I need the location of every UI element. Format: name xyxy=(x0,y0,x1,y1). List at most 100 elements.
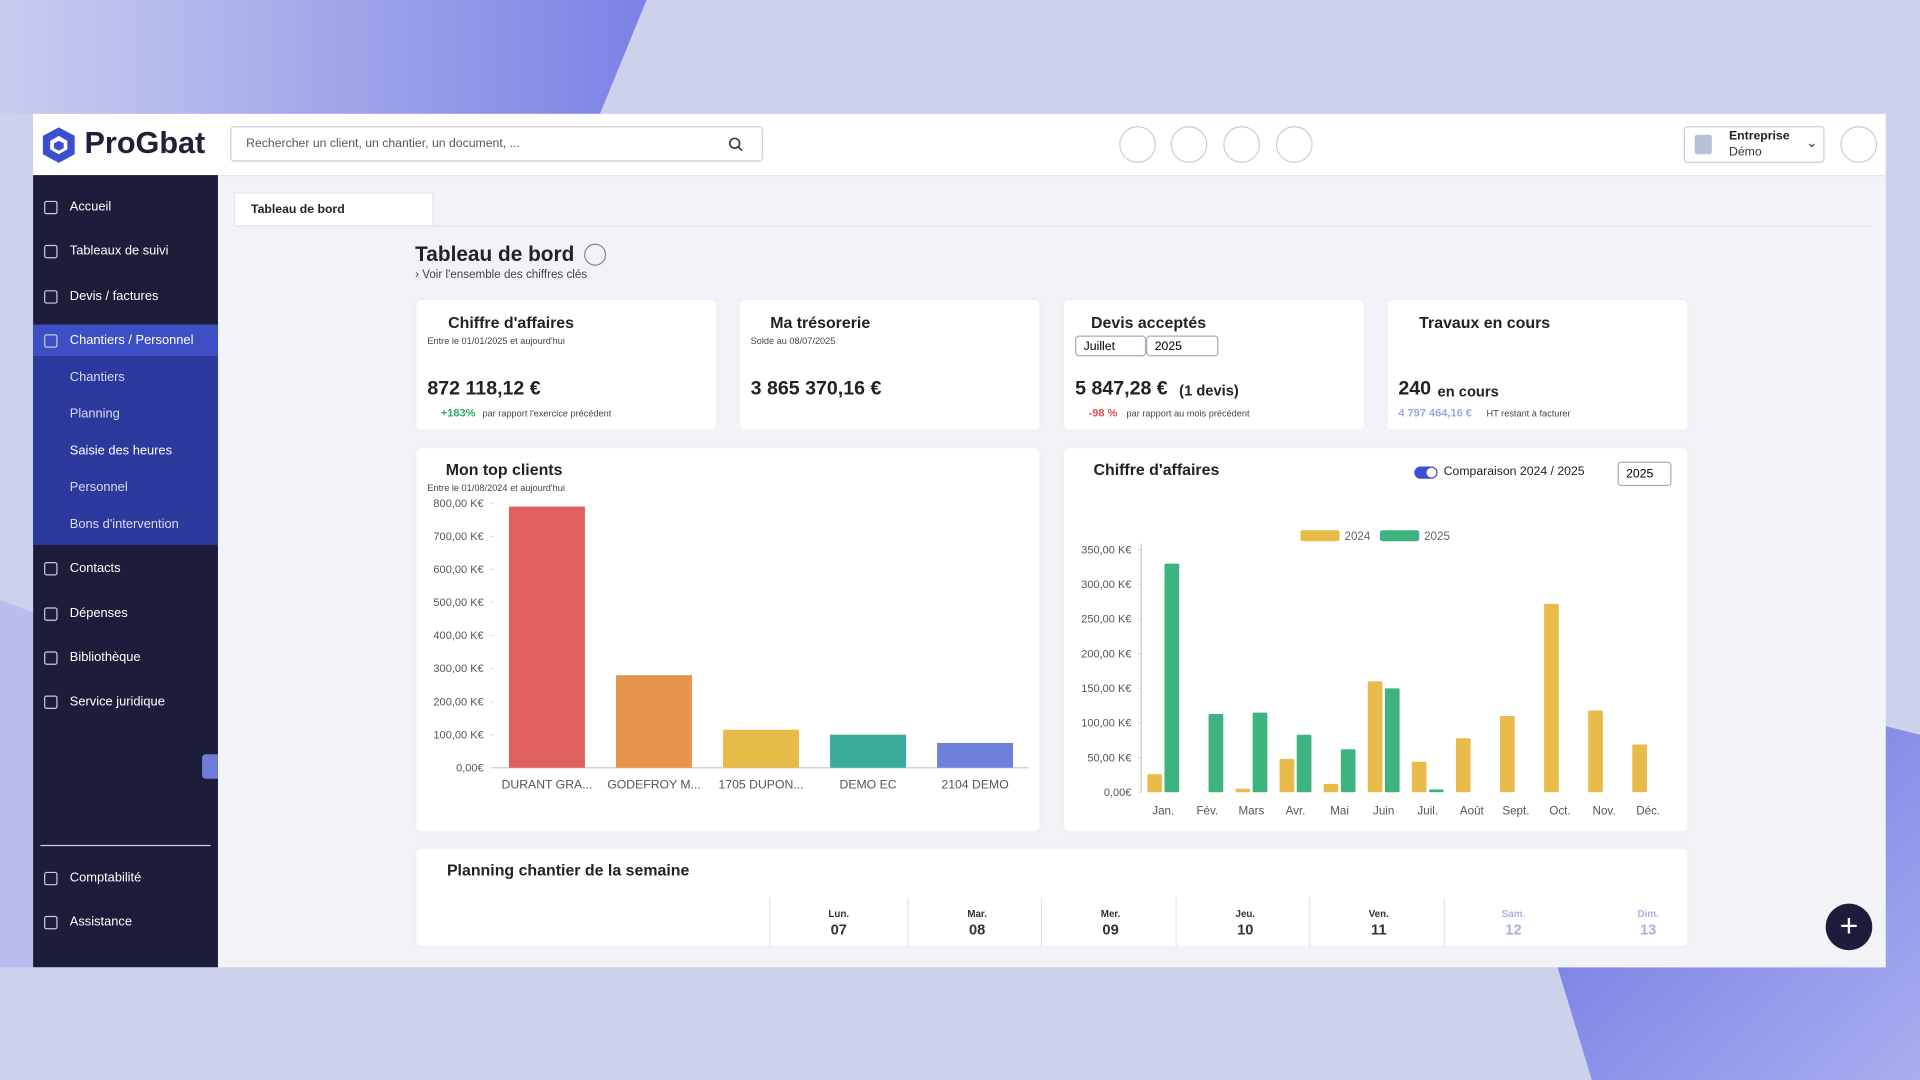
chart: 0,00€ 50,00 K€ 100,00 K€ 150,00 K€ 200,00 K€… xyxy=(1081,530,1660,817)
x-tick-label: Août xyxy=(1460,804,1485,817)
y-tick-label: 300,00 K€ xyxy=(433,663,483,675)
label: Dépenses xyxy=(69,606,128,621)
nav-item[interactable]: Bibliothèque xyxy=(33,642,218,674)
collapse-button[interactable] xyxy=(202,754,218,779)
day-divider xyxy=(1443,897,1445,947)
sub-item[interactable]: Chantiers xyxy=(33,361,218,393)
y-tick-label: 800,00 K€ xyxy=(433,498,483,510)
x-tick-label: Oct. xyxy=(1549,804,1570,817)
nav-item[interactable]: Comptabilité xyxy=(33,862,218,894)
planning-card: Planning chantier de la semaine Lun. 07 Ma… xyxy=(416,848,1688,947)
y-tick-label: 400,00 K€ xyxy=(433,630,483,642)
toggle-label: Comparaison 2024 / 2025 xyxy=(1443,465,1585,479)
search-box[interactable]: Rechercher un client, un chantier, un do… xyxy=(230,126,763,162)
add-button[interactable]: + xyxy=(1825,903,1873,951)
x-tick-label: Juil. xyxy=(1417,804,1438,817)
x-tick-label: Jan. xyxy=(1152,804,1174,817)
kpi-value-text: en cours xyxy=(1437,383,1499,401)
bar xyxy=(830,734,907,768)
kpi-change: -98 % xyxy=(1088,406,1118,419)
logo-icon xyxy=(42,127,75,163)
label: Comptabilité xyxy=(69,870,142,886)
bar xyxy=(1367,681,1383,793)
nav-item[interactable]: Contacts xyxy=(33,552,218,584)
y-tick-label: 250,00 K€ xyxy=(1081,614,1131,626)
bar xyxy=(1500,716,1515,793)
x-tick-label: Avr. xyxy=(1286,804,1306,817)
app-window: ProGbat Rechercher un client, un chantie… xyxy=(33,113,1886,968)
header-button[interactable] xyxy=(1170,126,1208,163)
bar xyxy=(1147,774,1163,793)
day-date: 09 xyxy=(1102,920,1119,938)
company-select[interactable]: Entreprise Démo ⌄ xyxy=(1683,126,1825,163)
logo-text: ProGbat xyxy=(84,126,206,161)
day-day: Sam. xyxy=(1501,908,1526,920)
chart-title: Chiffre d'affaires xyxy=(1093,460,1220,479)
bar xyxy=(1411,761,1427,793)
y-tick-label: 500,00 K€ xyxy=(433,597,483,609)
company-sub: Démo xyxy=(1728,145,1762,160)
kpi-change-text: par rapport l'exercice précédent xyxy=(482,407,612,419)
label: Juillet xyxy=(1083,340,1115,354)
sub-item[interactable]: Saisie des heures xyxy=(33,435,218,467)
nav-item[interactable]: Dépenses xyxy=(33,598,218,630)
label: Contacts xyxy=(69,560,121,576)
kpi-subtitle: Entre le 01/01/2025 et aujourd'hui xyxy=(427,335,565,347)
day-day: Mer. xyxy=(1100,908,1121,920)
x-tick-label: DEMO EC xyxy=(839,778,896,792)
x-tick-label: Fév. xyxy=(1196,804,1218,817)
kpi-value: 240 xyxy=(1398,378,1432,400)
nav-item[interactable]: Assistance xyxy=(33,906,218,938)
bar xyxy=(1588,710,1603,793)
bg-shape xyxy=(0,600,34,968)
bar xyxy=(1235,788,1251,793)
nav-item[interactable]: Service juridique xyxy=(33,686,218,718)
sub-item[interactable]: Planning xyxy=(33,398,218,430)
year-select[interactable]: 2025 xyxy=(1146,335,1219,357)
day-date: 13 xyxy=(1639,920,1657,938)
x-tick-label: Nov. xyxy=(1593,804,1616,817)
legend-swatch xyxy=(1300,530,1340,542)
kpi-card: Ma trésorerie Solde au 08/07/2025 3 865 … xyxy=(739,300,1040,430)
legend-label: 2024 xyxy=(1344,530,1370,543)
nav-item[interactable]: Devis / factures xyxy=(33,280,218,312)
x-tick-label: Sept. xyxy=(1502,804,1529,817)
toggle[interactable] xyxy=(1414,466,1438,479)
bar xyxy=(723,729,799,768)
day-divider xyxy=(1308,897,1311,947)
x-tick-label: DURANT GRA... xyxy=(502,778,593,792)
legend-label: 2025 xyxy=(1424,530,1450,543)
bar xyxy=(1632,744,1647,793)
year-select[interactable]: 2025 xyxy=(1617,461,1672,487)
day-date: 11 xyxy=(1371,920,1387,938)
chart-card: Mon top clients Entre le 01/08/2024 et a… xyxy=(416,448,1040,832)
x-tick-label: Juin xyxy=(1373,804,1394,817)
label: Assistance xyxy=(69,914,132,930)
bar xyxy=(1455,738,1471,793)
sub-item[interactable]: Bons d'intervention xyxy=(33,508,218,540)
header-button[interactable] xyxy=(1223,126,1260,163)
chart-card: Chiffre d'affaires Comparaison 2024 / 20… xyxy=(1064,448,1688,832)
sidebar: Accueil Tableaux de suivi Devis / factur… xyxy=(33,175,218,968)
header-button[interactable] xyxy=(1119,126,1156,163)
settings-button[interactable] xyxy=(1840,126,1878,163)
month-select[interactable]: Juillet xyxy=(1075,335,1147,357)
tab-label: Tableau de bord xyxy=(251,203,345,217)
y-tick-label: 200,00 K€ xyxy=(1081,648,1131,660)
tab[interactable]: Tableau de bord xyxy=(233,192,434,227)
nav-item[interactable]: Tableaux de suivi xyxy=(33,235,218,267)
page-subtitle[interactable]: › Voir l'ensemble des chiffres clés xyxy=(415,268,588,282)
y-tick-label: 350,00 K€ xyxy=(1081,544,1131,556)
day-day: Ven. xyxy=(1368,908,1389,920)
edit-button[interactable] xyxy=(584,243,607,266)
nav-item[interactable]: Accueil xyxy=(33,191,218,223)
divider xyxy=(40,844,211,847)
header-button[interactable] xyxy=(1275,126,1313,163)
bar xyxy=(1544,603,1559,793)
nav-item-active[interactable]: Chantiers / Personnel xyxy=(33,324,218,357)
search-icon xyxy=(728,137,743,152)
y-tick-label: 200,00 K€ xyxy=(433,696,483,708)
sub-item[interactable]: Personnel xyxy=(33,471,218,503)
y-tick-label: 100,00 K€ xyxy=(1081,718,1131,730)
